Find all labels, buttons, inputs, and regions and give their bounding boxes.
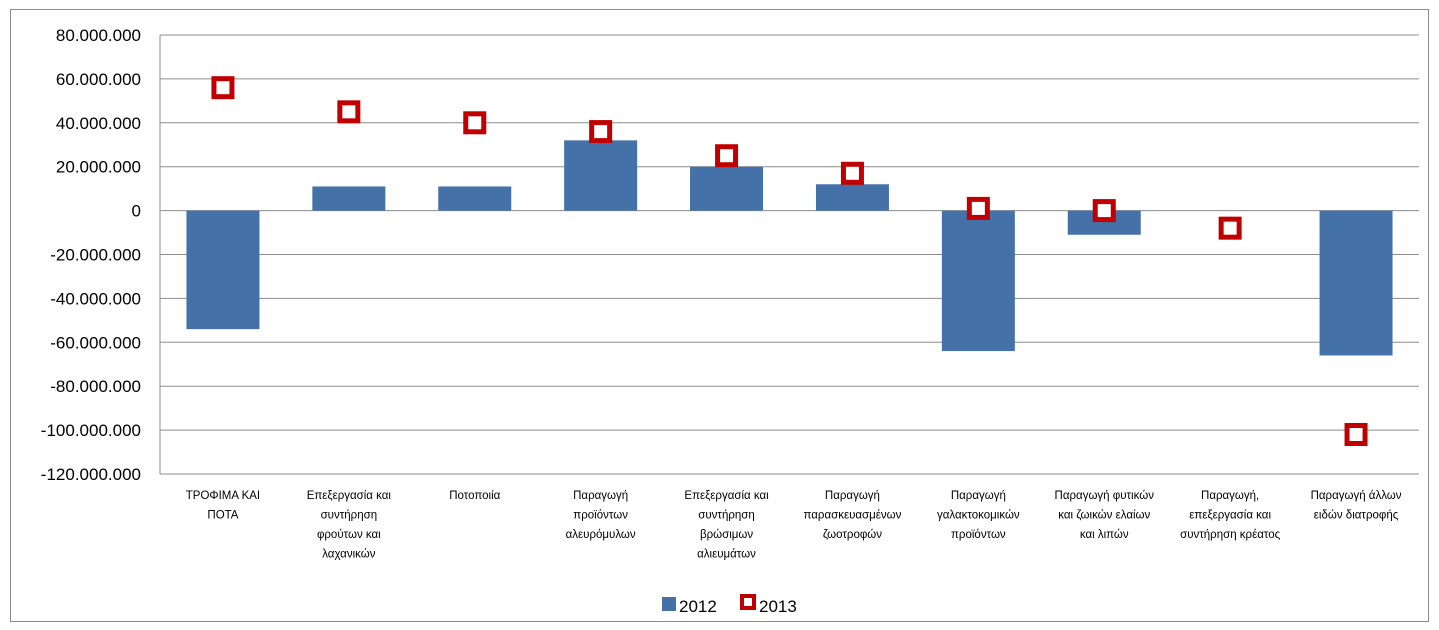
y-tick-label: -100.000.000 <box>41 421 141 440</box>
marker-2013 <box>1218 216 1242 240</box>
bar-2012 <box>438 186 512 211</box>
y-tick-label: 80.000.000 <box>56 26 141 45</box>
bar-2012 <box>1319 210 1393 356</box>
legend-label-2012: 2012 <box>679 597 717 616</box>
x-category-label: Παραγωγή, επεξεργασία και συντήρηση κρέατο… <box>1180 490 1281 541</box>
bar-2012 <box>186 210 260 330</box>
x-category-label: Παραγωγή προϊόντων αλευρόμυλων <box>566 490 636 541</box>
y-tick-label: 0 <box>132 202 141 221</box>
y-tick-label: 60.000.000 <box>56 70 141 89</box>
legend: 2012 2013 <box>662 594 797 616</box>
legend-swatch-2012 <box>662 597 676 611</box>
y-tick-label: 40.000.000 <box>56 114 141 133</box>
marker-2013 <box>337 100 361 124</box>
x-category-label: Παραγωγή φυτικών και ζωικών ελαίων και λιπ… <box>1055 490 1155 541</box>
legend-swatch-2013 <box>740 594 756 610</box>
y-tick-label: -20.000.000 <box>50 246 141 265</box>
marker-2013 <box>211 76 235 100</box>
x-axis-category-labels: ΤΡΟΦΙΜΑ ΚΑΙ ΠΟΤΑ Επεξεργασία και συντήρηση φ… <box>186 490 1402 561</box>
bar-2012 <box>564 140 638 211</box>
y-tick-label: 20.000.000 <box>56 158 141 177</box>
bar-2012 <box>312 186 386 211</box>
bar-2012 <box>941 210 1015 352</box>
y-tick-label: -60.000.000 <box>50 333 141 352</box>
series-2013-markers <box>211 76 1368 446</box>
y-tick-label: -40.000.000 <box>50 289 141 308</box>
x-category-label: Παραγωγή γαλακτοκομικών προϊόντων <box>937 490 1020 541</box>
marker-2013 <box>1092 199 1116 223</box>
y-axis-tick-labels: 80.000.000 60.000.000 40.000.000 20.000.000… <box>41 26 141 484</box>
x-category-label: Ποτοποιία <box>449 490 500 502</box>
x-category-label: Επεξεργασία και συντήρηση βρώσιμων αλιευμάτ… <box>684 490 769 561</box>
marker-2013 <box>589 120 613 144</box>
marker-2013 <box>715 144 739 168</box>
marker-2013 <box>966 196 990 220</box>
gridlines <box>159 34 1419 475</box>
x-category-label: Παραγωγή άλλων ειδών διατροφής <box>1311 490 1402 522</box>
bar-2012 <box>690 166 764 211</box>
bar-2012 <box>815 184 889 211</box>
marker-2013 <box>463 111 487 135</box>
y-tick-label: -120.000.000 <box>41 465 141 484</box>
x-category-label: Επεξεργασία και συντήρηση φρούτων και λαχαν… <box>307 490 392 561</box>
marker-2013 <box>1344 422 1368 446</box>
x-category-label: ΤΡΟΦΙΜΑ ΚΑΙ ΠΟΤΑ <box>186 490 260 522</box>
series-2012-bars <box>186 140 1393 356</box>
marker-2013 <box>840 161 864 185</box>
legend-label-2013: 2013 <box>759 597 797 616</box>
x-category-label: Παραγωγή παρασκευασμένων ζωοτροφών <box>804 490 902 541</box>
y-tick-label: -80.000.000 <box>50 377 141 396</box>
